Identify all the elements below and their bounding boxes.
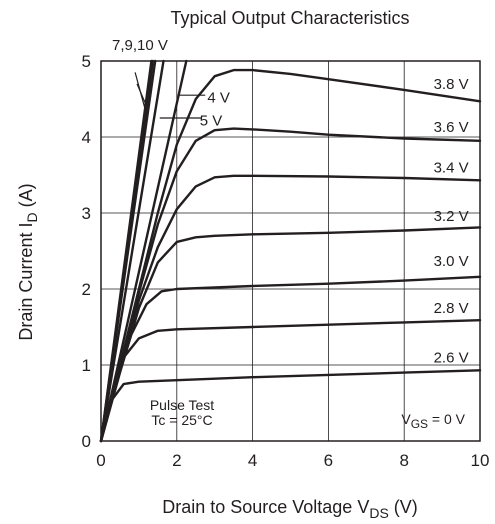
x-axis-label-main: Drain to Source Voltage V: [162, 497, 369, 517]
curve-3-8-v: [99, 68, 482, 443]
curve-label-3-2-v: 3.2 V: [434, 208, 469, 225]
curve-5-v: [99, 59, 165, 443]
x-tick-label: 10: [471, 451, 490, 470]
leader-lines: [134, 72, 206, 119]
tc-note: Tc = 25°C: [151, 412, 212, 428]
curve-label-2-8-v: 2.8 V: [434, 300, 469, 317]
curve-label-3-6-v: 3.6 V: [434, 119, 469, 136]
vgs-legend-sub: GS: [411, 417, 428, 431]
steep-curves-label: 7,9,10 V: [112, 37, 168, 54]
x-tick-label: 8: [399, 451, 408, 470]
x-tick-label: 0: [96, 451, 105, 470]
y-axis-label: Drain Current ID (A): [16, 183, 40, 340]
y-tick-label: 4: [82, 128, 91, 147]
x-tick-label: 6: [324, 451, 333, 470]
x-tick-label: 2: [172, 451, 181, 470]
y-tick-label: 2: [82, 280, 91, 299]
curve-3-2-v: [99, 226, 482, 443]
curve-2-6-v: [99, 369, 482, 443]
x-axis-label-sub: DS: [369, 505, 388, 521]
curve-label-5-v: 5 V: [200, 112, 223, 129]
x-axis-label-unit: (V): [389, 497, 418, 517]
curve-label-4-v: 4 V: [207, 89, 230, 106]
tick-labels: 0 2 4 6 8 10 0 1 2 3 4 5: [82, 52, 490, 470]
curve-10-v: [99, 59, 153, 443]
x-axis-label: Drain to Source Voltage VDS (V): [162, 497, 418, 521]
grid-lines: [101, 61, 480, 441]
y-tick-label: 5: [82, 52, 91, 71]
curve-labels: 4 V 5 V 3.8 V 3.6 V 3.4 V 3.2 V 3.0 V 2.8 V 2.6 …: [200, 76, 469, 367]
vgs-legend: VGS = 0 V: [401, 411, 465, 431]
leader-steep-2: [134, 72, 148, 115]
x-tick-label: 4: [248, 451, 257, 470]
pulse-test-note: Pulse Test: [150, 397, 214, 413]
plot-frame: [100, 60, 481, 442]
curve-label-3-8-v: 3.8 V: [434, 76, 469, 93]
y-axis-label-main: Drain Current I: [16, 223, 36, 341]
y-tick-label: 3: [82, 204, 91, 223]
chart-title: Typical Output Characteristics: [170, 8, 409, 28]
y-tick-label: 1: [82, 356, 91, 375]
vgs-legend-rest: = 0 V: [428, 411, 466, 427]
curve-label-3-0-v: 3.0 V: [434, 253, 469, 270]
curve-4-v: [99, 59, 188, 443]
vgs-legend-main: V: [401, 411, 411, 427]
y-axis-label-sub: D: [24, 212, 40, 222]
curve-label-2-6-v: 2.6 V: [434, 349, 469, 366]
y-axis-label-unit: (A): [16, 183, 36, 212]
y-tick-label: 0: [82, 432, 91, 451]
curve-3-4-v: [99, 174, 482, 443]
curve-group: [99, 59, 482, 443]
curve-label-3-4-v: 3.4 V: [434, 159, 469, 176]
